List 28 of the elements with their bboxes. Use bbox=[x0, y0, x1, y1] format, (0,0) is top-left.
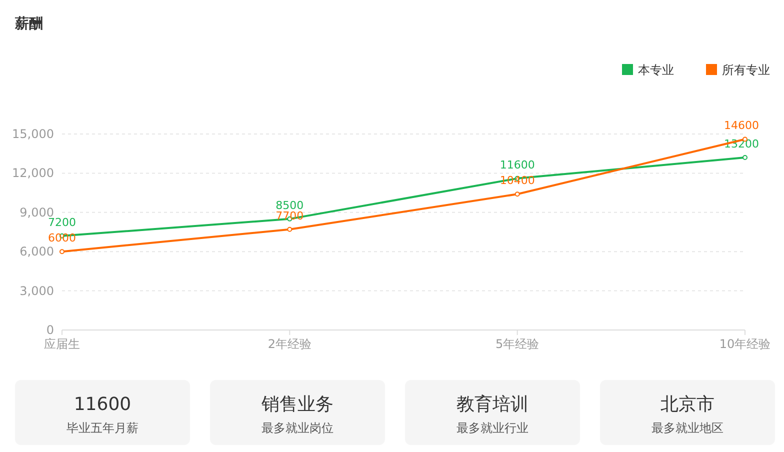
text: 毕业五年月薪 bbox=[66, 421, 138, 435]
y-tick-label: 6,000 bbox=[20, 244, 54, 259]
x-tick-label: 2年经验 bbox=[268, 337, 312, 351]
chart-title: 薪酬 bbox=[14, 16, 43, 32]
x-tick-label: 5年经验 bbox=[496, 337, 540, 351]
x-tick-label: 应届生 bbox=[44, 337, 80, 351]
y-tick-label: 0 bbox=[46, 323, 54, 337]
text: 销售业务 bbox=[260, 394, 334, 415]
y-tick-label: 15,000 bbox=[12, 127, 54, 141]
text: 11600 bbox=[74, 394, 132, 415]
data-label: 11600 bbox=[500, 158, 535, 172]
text: 教育培训 bbox=[456, 394, 528, 415]
y-tick-label: 3,000 bbox=[20, 284, 54, 298]
legend-label: 本专业 bbox=[638, 63, 674, 77]
data-label: 8500 bbox=[276, 198, 304, 212]
x-tick-label: 10年经验 bbox=[719, 337, 771, 351]
point bbox=[287, 226, 292, 232]
data-label: 6000 bbox=[48, 232, 76, 245]
point bbox=[742, 155, 748, 160]
text: 最多就业行业 bbox=[456, 421, 528, 435]
data-label: 14600 bbox=[724, 119, 759, 132]
y-tick-label: 12,000 bbox=[12, 166, 54, 180]
text: 最多就业岗位 bbox=[262, 421, 334, 435]
point bbox=[60, 249, 64, 254]
legend-label: 所有专业 bbox=[722, 63, 770, 77]
point bbox=[514, 192, 520, 197]
text: 北京市 bbox=[660, 394, 714, 415]
text: 最多就业地区 bbox=[652, 421, 724, 435]
